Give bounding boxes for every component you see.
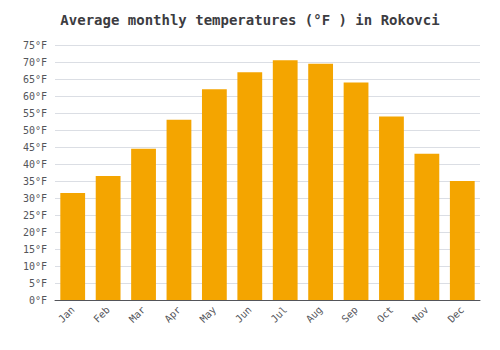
svg-text:75°F: 75°F xyxy=(23,40,47,51)
svg-text:30°F: 30°F xyxy=(23,193,47,204)
svg-text:65°F: 65°F xyxy=(23,74,47,85)
svg-text:0°F: 0°F xyxy=(29,295,47,306)
svg-text:Nov: Nov xyxy=(410,304,431,325)
svg-text:45°F: 45°F xyxy=(23,142,47,153)
svg-text:20°F: 20°F xyxy=(23,227,47,238)
svg-text:10°F: 10°F xyxy=(23,261,47,272)
svg-text:Jan: Jan xyxy=(56,304,77,325)
svg-text:Feb: Feb xyxy=(91,304,112,325)
svg-text:Apr: Apr xyxy=(162,304,183,325)
svg-text:40°F: 40°F xyxy=(23,159,47,170)
svg-text:Dec: Dec xyxy=(446,304,467,325)
svg-text:Aug: Aug xyxy=(304,304,325,325)
svg-text:Jun: Jun xyxy=(233,304,254,325)
svg-text:5°F: 5°F xyxy=(29,278,47,289)
svg-text:60°F: 60°F xyxy=(23,91,47,102)
svg-text:Mar: Mar xyxy=(127,304,148,325)
svg-text:May: May xyxy=(198,304,219,325)
svg-text:Oct: Oct xyxy=(375,304,396,325)
svg-text:35°F: 35°F xyxy=(23,176,47,187)
svg-text:55°F: 55°F xyxy=(23,108,47,119)
svg-text:25°F: 25°F xyxy=(23,210,47,221)
svg-text:70°F: 70°F xyxy=(23,57,47,68)
svg-text:Average monthly temperatures (: Average monthly temperatures (°F ) in Ro… xyxy=(60,12,439,28)
svg-text:15°F: 15°F xyxy=(23,244,47,255)
svg-text:Sep: Sep xyxy=(339,304,360,325)
svg-text:Jul: Jul xyxy=(269,304,290,325)
svg-text:50°F: 50°F xyxy=(23,125,47,136)
